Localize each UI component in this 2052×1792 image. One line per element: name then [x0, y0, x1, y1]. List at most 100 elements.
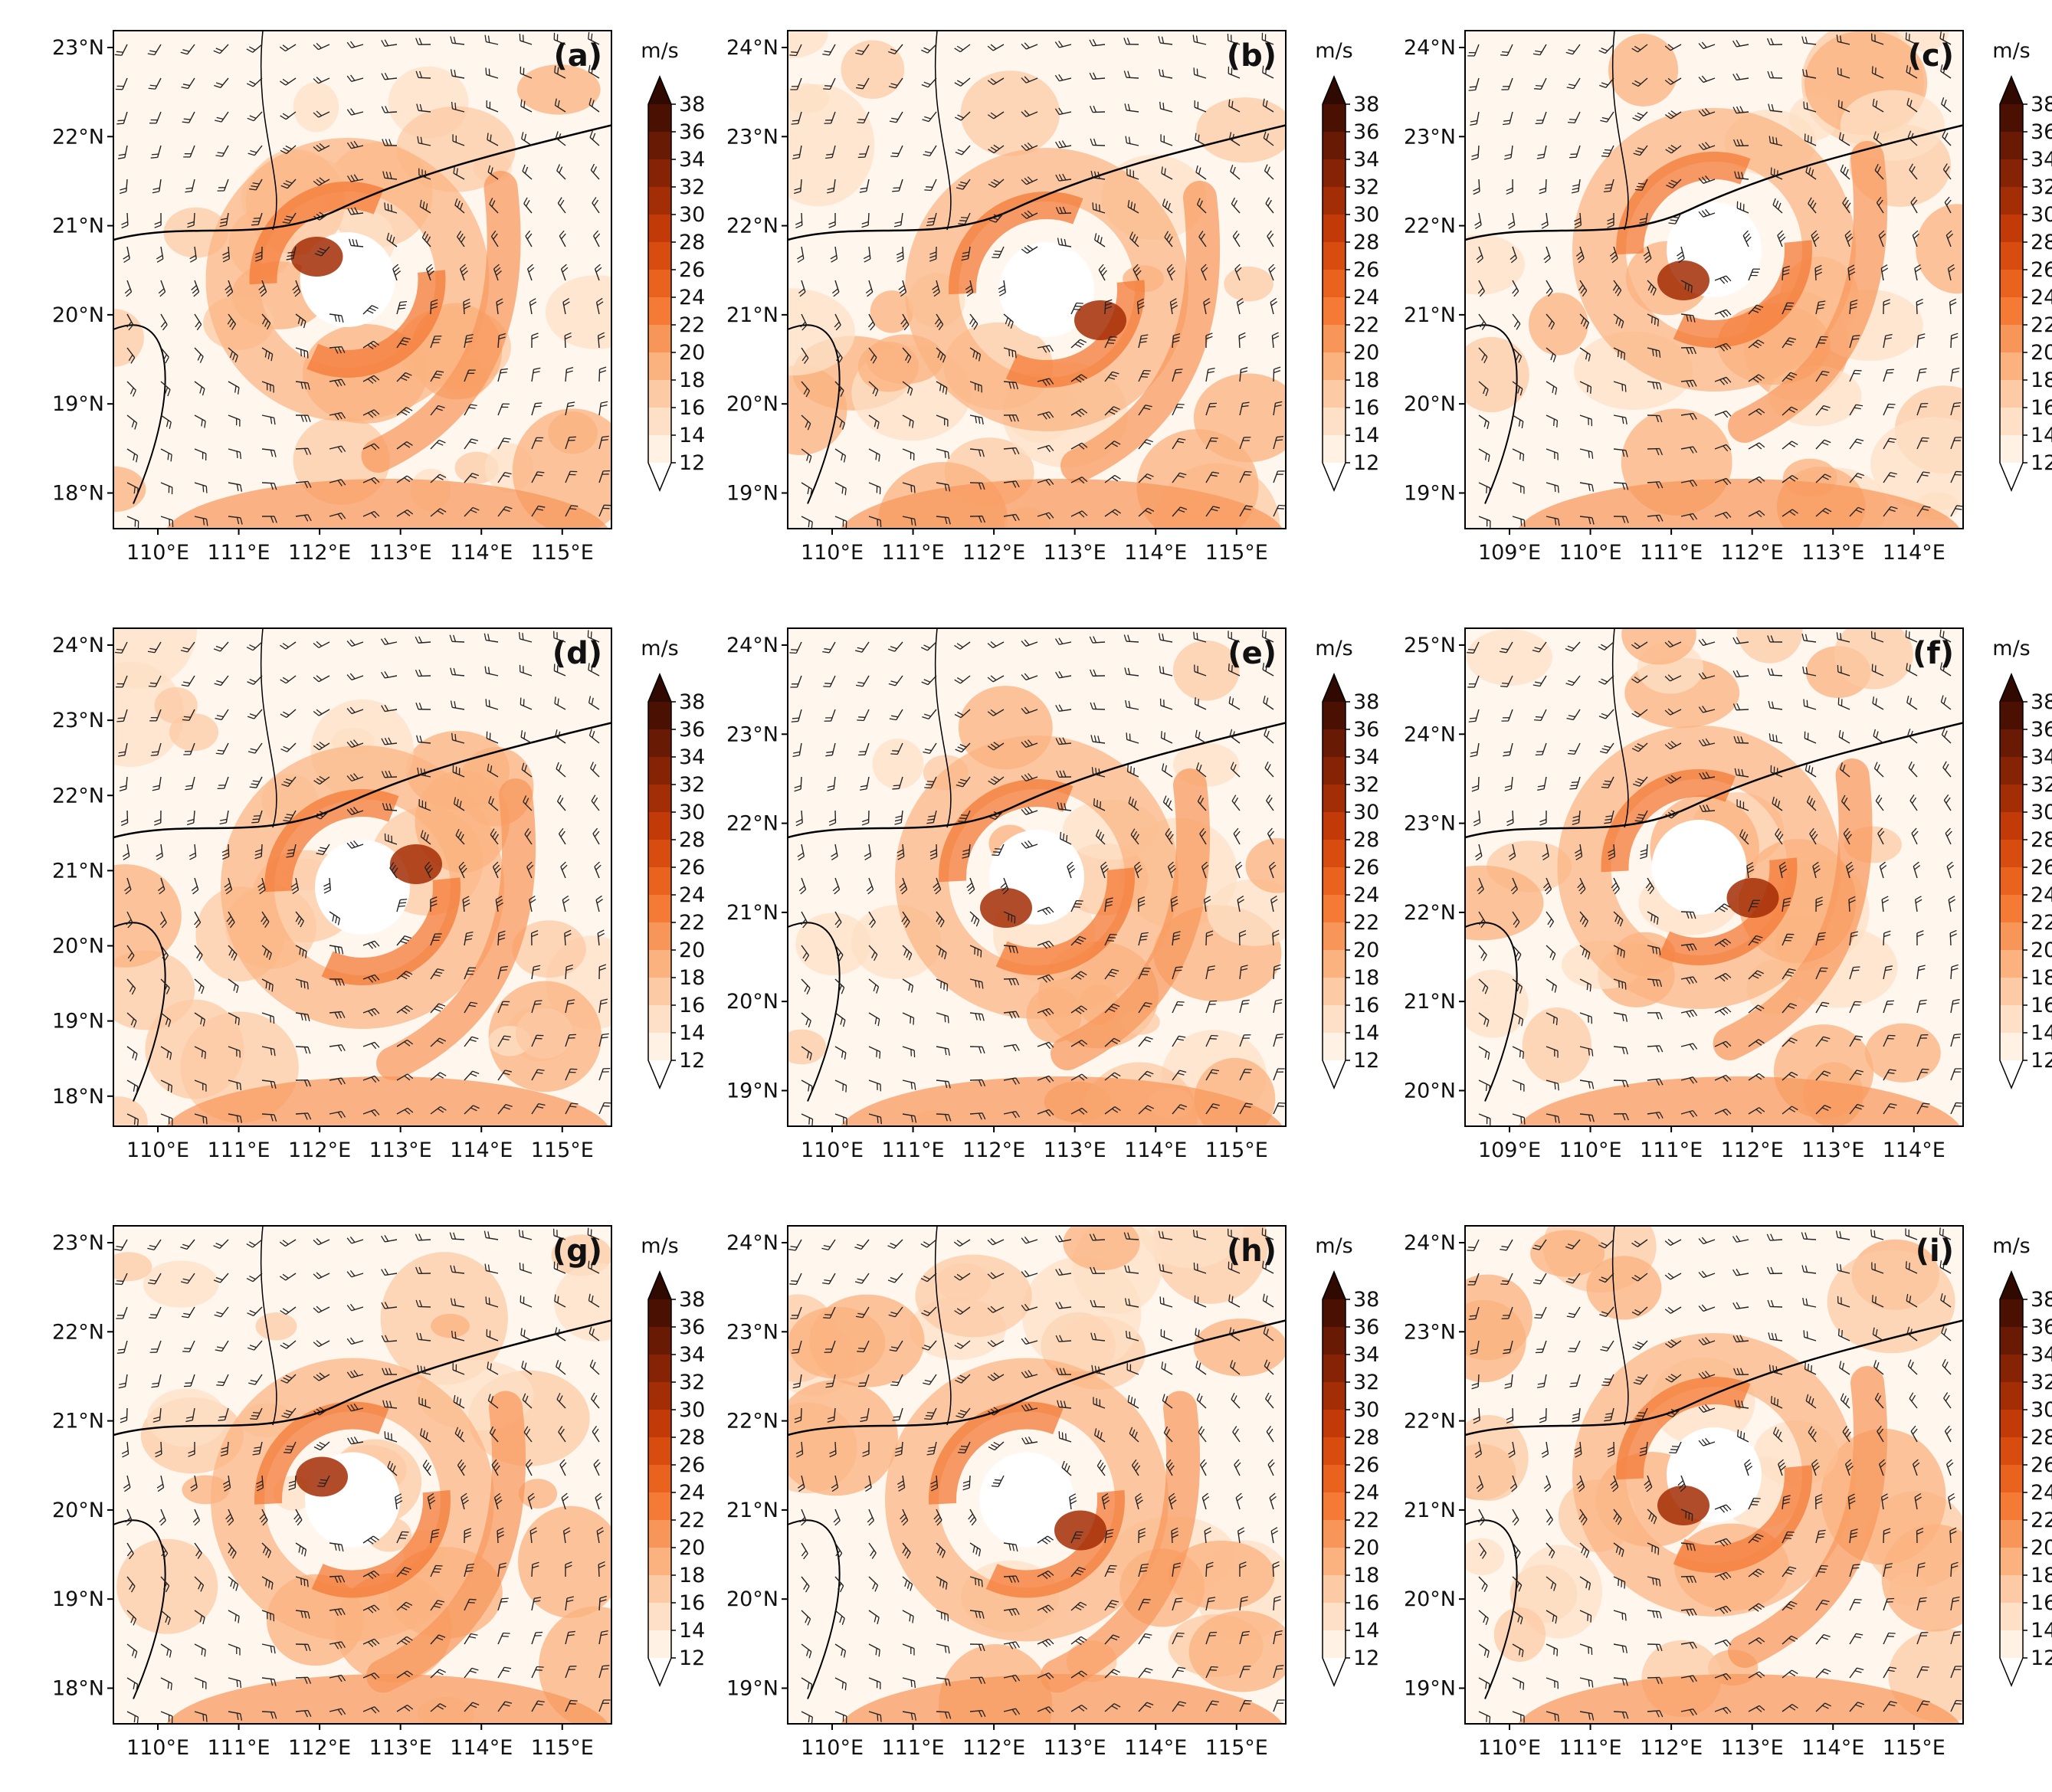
colorbar-tick-label: 20 [679, 1536, 705, 1560]
lat-tick-label: 22°N [1404, 215, 1456, 238]
colorbar-tick-label: 24 [1353, 1481, 1379, 1505]
lat-tick-label: 20°N [726, 1587, 779, 1611]
colorbar-tick-label: 26 [679, 1453, 705, 1477]
lon-tick-label: 114°E [1883, 541, 1945, 565]
colorbar-tick-label: 16 [2031, 994, 2052, 1017]
lat-tick-label: 24°N [52, 634, 104, 657]
colorbar-tick-label: 22 [2031, 911, 2052, 935]
colorbar-tick-label: 30 [1353, 203, 1379, 227]
colorbar-tick-label: 30 [679, 203, 705, 227]
colorbar-tick-label: 38 [2031, 93, 2052, 116]
colorbar-tick-label: 28 [1353, 231, 1379, 254]
lat-tick-label: 21°N [1404, 303, 1456, 327]
colorbar: m/s 12 14 16 18 20 22 24 26 28 30 32 34 36 38 [1315, 39, 1379, 492]
colorbar-tick-label: 18 [2031, 1564, 2052, 1587]
lon-tick-label: 112°E [288, 1736, 351, 1760]
colorbar-tick-label: 36 [2031, 120, 2052, 144]
lon-tick-label: 112°E [1721, 541, 1784, 565]
wind-barbs [1467, 1227, 1963, 1724]
colorbar-tick-label: 30 [1353, 801, 1379, 824]
lat-tick-label: 23°N [52, 709, 104, 732]
wind-barbs [1467, 31, 1963, 528]
colorbar-tick-label: 26 [679, 856, 705, 880]
lat-tick-label: 20°N [1404, 1079, 1456, 1102]
colorbar-tick-label: 36 [679, 120, 705, 144]
colorbar-tick-label: 14 [679, 1619, 705, 1643]
lon-tick-label: 113°E [369, 1138, 432, 1162]
lat-tick-label: 24°N [726, 634, 779, 657]
lat-tick-label: 19°N [726, 1079, 779, 1102]
lon-tick-label: 114°E [450, 1736, 513, 1760]
colorbar-tick-label: 16 [1353, 396, 1379, 420]
map-panel: (e) 24°N 23°N 22°N 21°N 20°N 19°N 110°E 111°E 112… [726, 627, 1379, 1162]
lon-tick-label: 111°E [208, 1736, 270, 1760]
colorbar-tick-label: 16 [679, 1591, 705, 1615]
colorbar-tick-label: 18 [2031, 966, 2052, 990]
colorbar-tick-label: 30 [2031, 1398, 2052, 1422]
colorbar-tick-label: 30 [1353, 1398, 1379, 1422]
colorbar-tick-label: 26 [1353, 1453, 1379, 1477]
colorbar-tick-label: 32 [2031, 773, 2052, 797]
colorbar-tick-label: 34 [679, 745, 705, 769]
lat-tick-label: 18°N [52, 1085, 104, 1109]
lat-tick-label: 25°N [1404, 634, 1456, 657]
lat-tick-label: 19°N [52, 1587, 104, 1611]
colorbar-tick-label: 36 [679, 718, 705, 742]
lat-tick-label: 23°N [726, 1320, 779, 1344]
colorbar-unit: m/s [641, 1234, 678, 1258]
colorbar-tick-label: 22 [1353, 911, 1379, 935]
lon-tick-label: 114°E [1883, 1138, 1945, 1162]
colorbar-tick-label: 24 [2031, 286, 2052, 310]
colorbar-tick-label: 14 [2031, 1021, 2052, 1045]
wind-speed-field [788, 31, 1286, 529]
colorbar: m/s 12 14 16 18 20 22 24 26 28 30 32 34 36 38 [1992, 39, 2052, 492]
lon-tick-label: 113°E [1044, 1736, 1106, 1760]
colorbar-tick-label: 14 [2031, 1619, 2052, 1643]
colorbar-tick-label: 32 [1353, 175, 1379, 199]
colorbar-tick-label: 20 [2031, 341, 2052, 365]
colorbar-tick-label: 28 [1353, 828, 1379, 852]
colorbar-tick-label: 12 [2031, 1646, 2052, 1670]
colorbar: m/s 12 14 16 18 20 22 24 26 28 30 32 34 36 38 [641, 1234, 705, 1687]
colorbar-tick-label: 32 [2031, 1371, 2052, 1394]
colorbar-tick-label: 38 [679, 690, 705, 714]
colorbar-tick-label: 16 [679, 994, 705, 1017]
lat-tick-label: 24°N [1404, 722, 1456, 746]
colorbar-tick-label: 32 [679, 1371, 705, 1394]
lat-tick-label: 21°N [726, 1499, 779, 1522]
colorbar-tick-label: 28 [2031, 828, 2052, 852]
lat-tick-label: 19°N [726, 481, 779, 505]
colorbar: m/s 12 14 16 18 20 22 24 26 28 30 32 34 36 38 [1992, 637, 2052, 1089]
colorbar-tick-label: 36 [2031, 718, 2052, 742]
colorbar-tick-label: 26 [1353, 258, 1379, 282]
lon-tick-label: 113°E [1044, 541, 1106, 565]
map-panel: (d) 24°N 23°N 22°N 21°N 20°N 19°N 18°N 110°E 111°… [52, 627, 705, 1162]
colorbar-unit: m/s [1992, 39, 2030, 63]
lon-tick-label: 111°E [882, 1736, 945, 1760]
colorbar-tick-label: 38 [1353, 690, 1379, 714]
colorbar-unit: m/s [1992, 1234, 2030, 1258]
lat-tick-label: 19°N [52, 1010, 104, 1034]
colorbar-tick-label: 24 [1353, 286, 1379, 310]
colorbar-tick-label: 28 [679, 1426, 705, 1450]
wind-barbs [114, 1227, 611, 1724]
lat-tick-label: 21°N [726, 901, 779, 925]
map-panel: (h) 24°N 23°N 22°N 21°N 20°N 19°N 110°E 111°E 112… [726, 1225, 1379, 1760]
panel-label: (d) [552, 636, 602, 671]
wind-speed-field [1465, 31, 1963, 529]
colorbar-tick-label: 24 [679, 1481, 705, 1505]
lon-tick-label: 112°E [962, 1138, 1025, 1162]
lat-tick-label: 23°N [1404, 125, 1456, 149]
colorbar-tick-label: 34 [2031, 148, 2052, 172]
colorbar-tick-label: 34 [2031, 1343, 2052, 1367]
lat-tick-label: 21°N [52, 859, 104, 883]
panel-label: (h) [1227, 1233, 1277, 1269]
lon-tick-label: 113°E [1801, 541, 1864, 565]
colorbar-tick-label: 36 [679, 1315, 705, 1339]
colorbar-tick-label: 12 [1353, 1646, 1379, 1670]
colorbar-tick-label: 16 [2031, 1591, 2052, 1615]
lat-tick-label: 22°N [726, 812, 779, 836]
lat-tick-label: 21°N [1404, 990, 1456, 1014]
lon-tick-label: 114°E [1124, 541, 1187, 565]
colorbar-tick-label: 36 [1353, 1315, 1379, 1339]
